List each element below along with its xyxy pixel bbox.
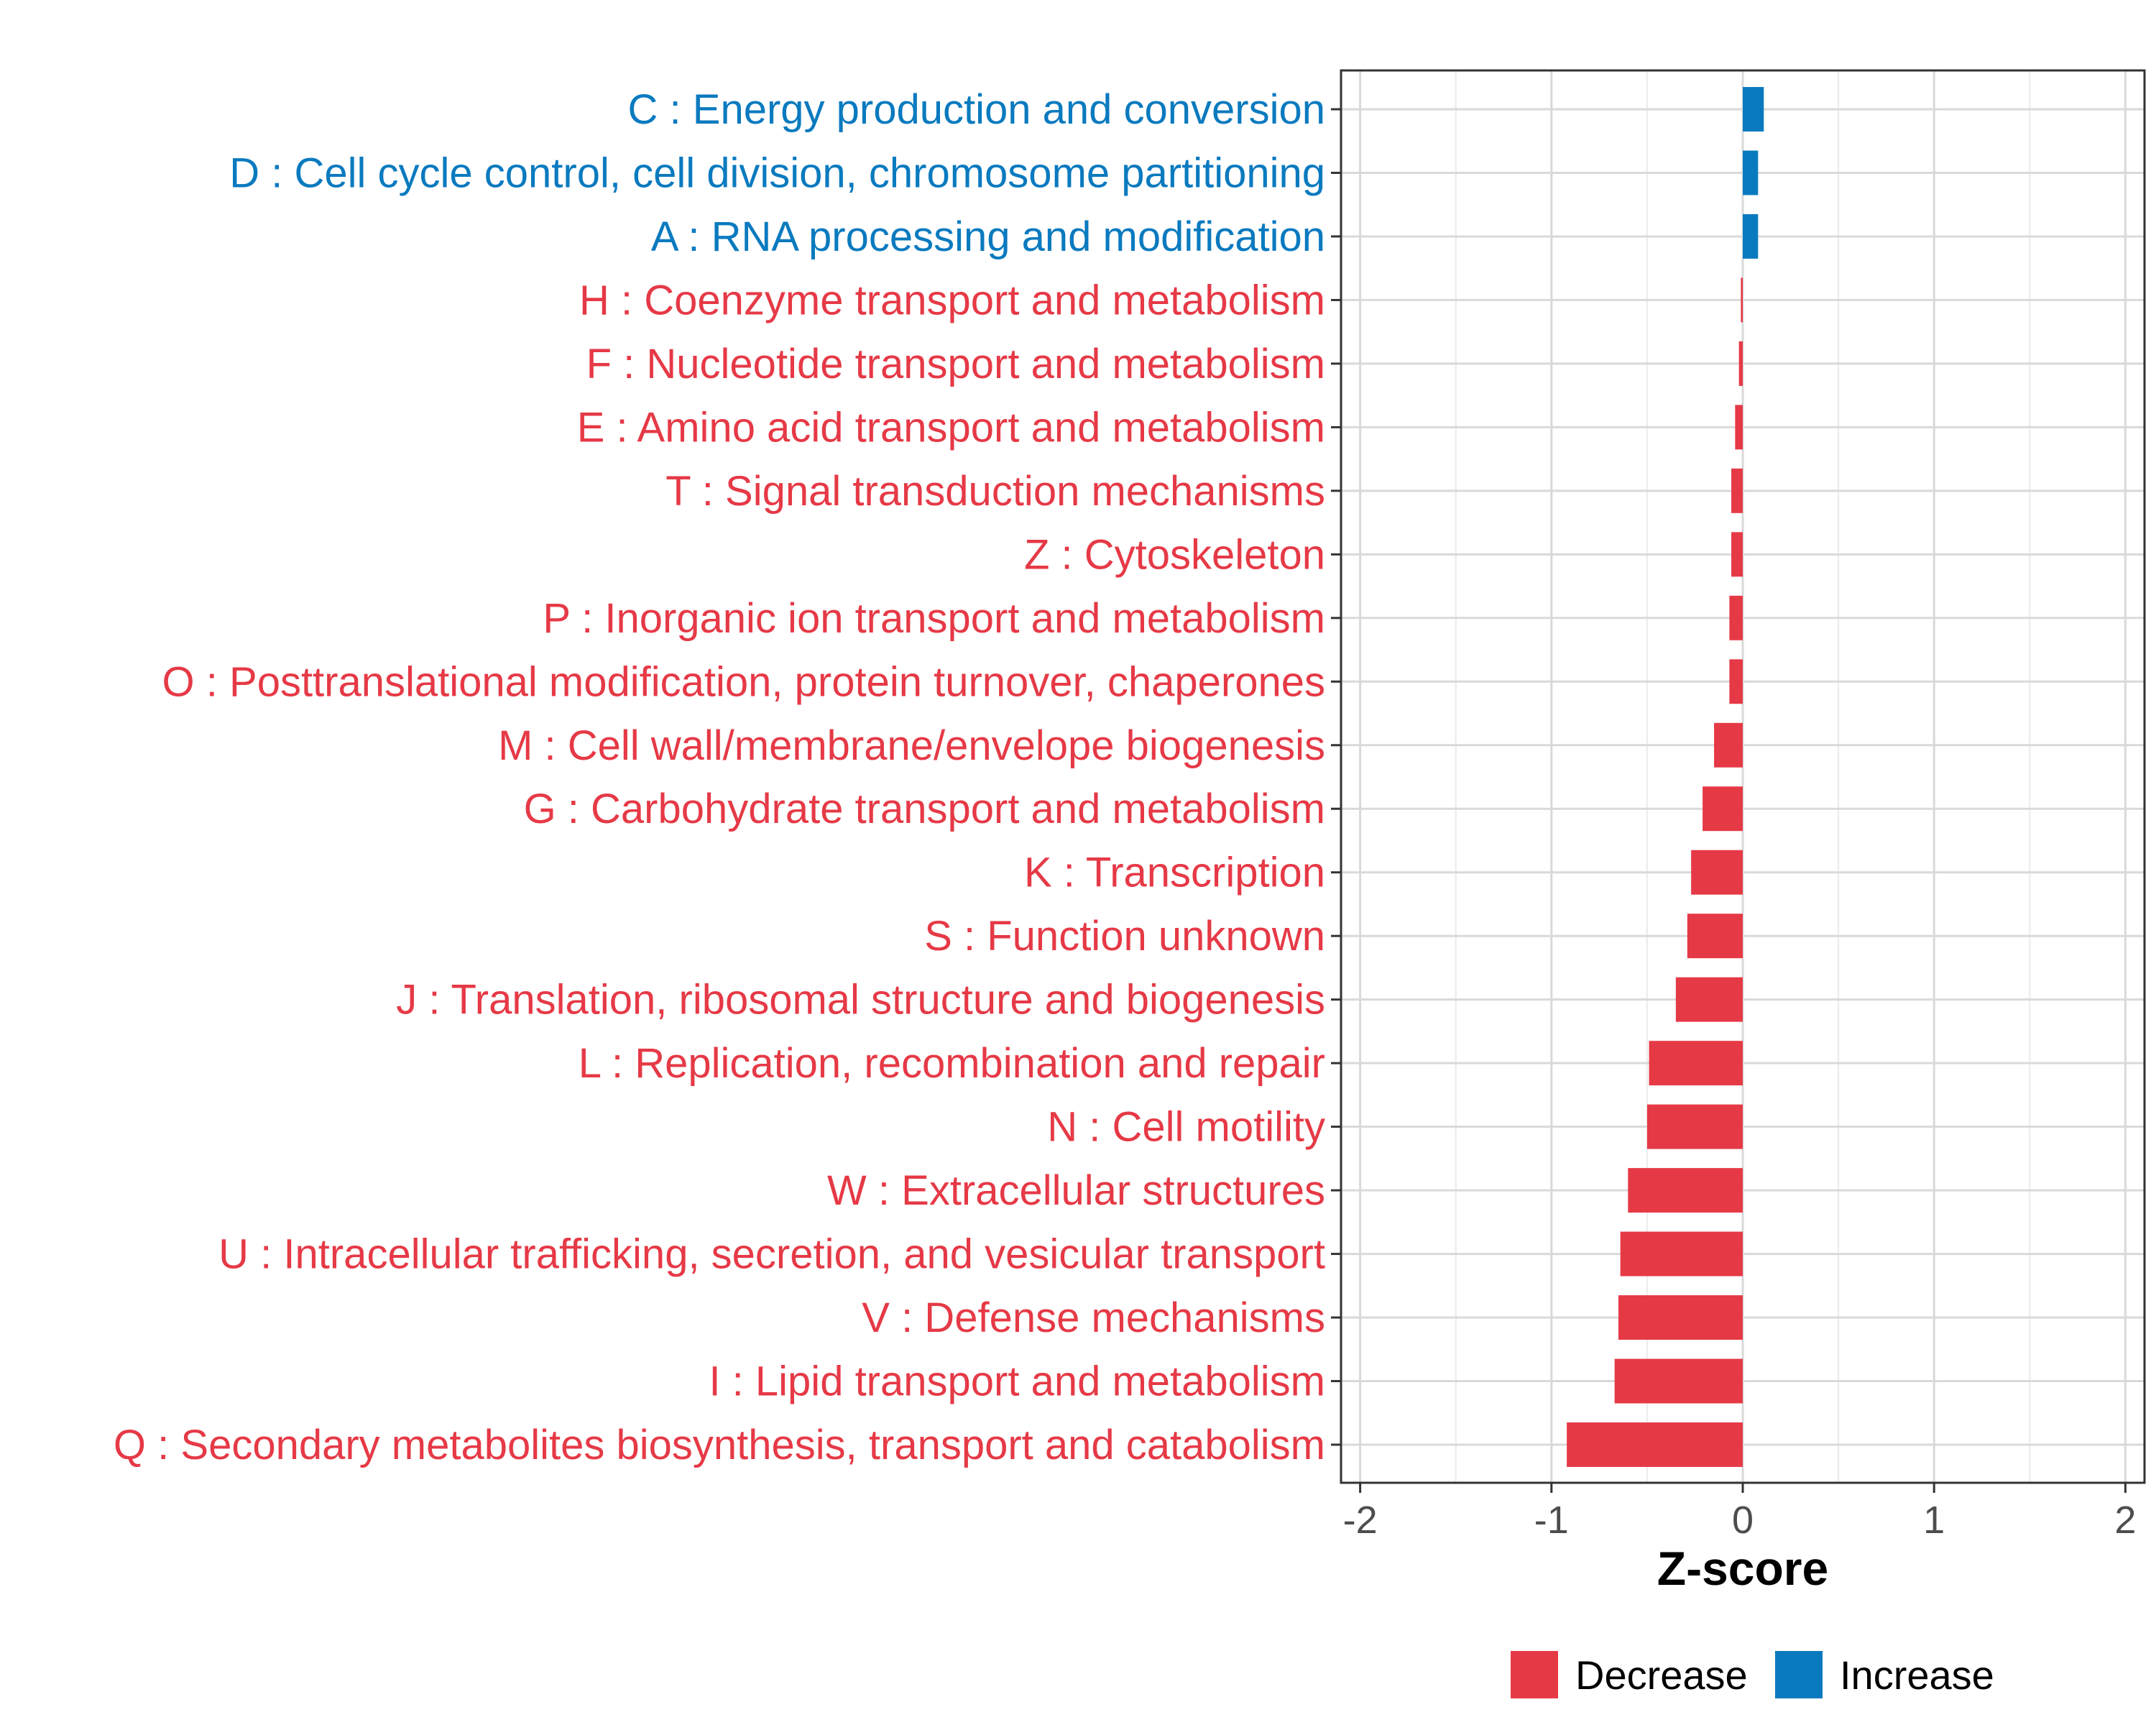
y-category-label: N : Cell motility [1047, 1104, 1325, 1151]
bar [1691, 850, 1743, 895]
legend-key [1775, 1651, 1823, 1698]
bar [1628, 1168, 1743, 1213]
y-category-label: O : Posttranslational modification, prot… [162, 658, 1325, 705]
legend-key [1511, 1651, 1558, 1698]
y-category-label: Z : Cytoskeleton [1024, 531, 1325, 578]
bar [1646, 1104, 1743, 1149]
bar [1735, 405, 1743, 450]
y-category-label: J : Translation, ribosomal structure and… [396, 977, 1325, 1024]
bar [1567, 1422, 1743, 1467]
y-category-label: I : Lipid transport and metabolism [709, 1358, 1325, 1405]
y-category-label: D : Cell cycle control, cell division, c… [229, 150, 1325, 196]
y-category-label: T : Signal transduction mechanisms [665, 468, 1325, 515]
y-category-label: U : Intracellular trafficking, secretion… [218, 1231, 1325, 1278]
x-tick-label: -1 [1534, 1499, 1569, 1542]
y-category-label: C : Energy production and conversion [628, 86, 1325, 133]
bar [1687, 914, 1743, 959]
x-tick-label: -2 [1343, 1499, 1378, 1542]
bar [1729, 595, 1743, 640]
y-category-label: V : Defense mechanisms [862, 1294, 1325, 1341]
y-category-label: P : Inorganic ion transport and metaboli… [543, 595, 1325, 642]
x-axis-title: Z-score [1657, 1542, 1828, 1595]
bar [1743, 87, 1764, 132]
legend-label: Increase [1840, 1652, 1994, 1698]
bar [1649, 1041, 1743, 1086]
bar [1729, 659, 1743, 704]
bar [1741, 277, 1743, 323]
y-category-label: F : Nucleotide transport and metabolism [586, 341, 1325, 387]
y-category-label: H : Coenzyme transport and metabolism [579, 277, 1325, 323]
y-category-label: K : Transcription [1024, 850, 1325, 896]
y-category-label: S : Function unknown [924, 913, 1325, 960]
bar [1618, 1295, 1743, 1340]
x-tick-label: 0 [1732, 1499, 1754, 1542]
y-category-label: E : Amino acid transport and metabolism [577, 404, 1325, 451]
bar [1743, 213, 1759, 259]
legend-label: Decrease [1575, 1652, 1748, 1698]
y-axis-ticks [1331, 108, 1341, 1446]
bar [1731, 468, 1743, 513]
y-axis-category-labels: C : Energy production and conversion D : … [114, 86, 1325, 1468]
bar [1731, 532, 1743, 577]
x-axis-tick-labels: -2 -1 0 1 2 [1343, 1499, 2137, 1542]
x-tick-label: 1 [1923, 1499, 1945, 1542]
y-category-label: Q : Secondary metabolites biosynthesis, … [114, 1422, 1325, 1468]
bar [1703, 786, 1743, 832]
bar [1614, 1358, 1743, 1404]
bar [1738, 341, 1743, 386]
y-category-label: G : Carbohydrate transport and metabolis… [524, 786, 1325, 832]
bar [1620, 1231, 1743, 1276]
y-category-label: A : RNA processing and modification [651, 213, 1325, 260]
y-category-label: M : Cell wall/membrane/envelope biogenes… [498, 722, 1325, 769]
bars [1567, 87, 1764, 1467]
y-category-label: L : Replication, recombination and repai… [579, 1040, 1325, 1087]
bar [1743, 150, 1759, 196]
bar [1714, 722, 1743, 768]
bar [1675, 977, 1743, 1022]
x-tick-label: 2 [2114, 1499, 2136, 1542]
y-category-label: W : Extracellular structures [827, 1167, 1325, 1214]
legend: Decrease Increase [1511, 1651, 1994, 1698]
x-axis-ticks [1359, 1483, 2127, 1493]
